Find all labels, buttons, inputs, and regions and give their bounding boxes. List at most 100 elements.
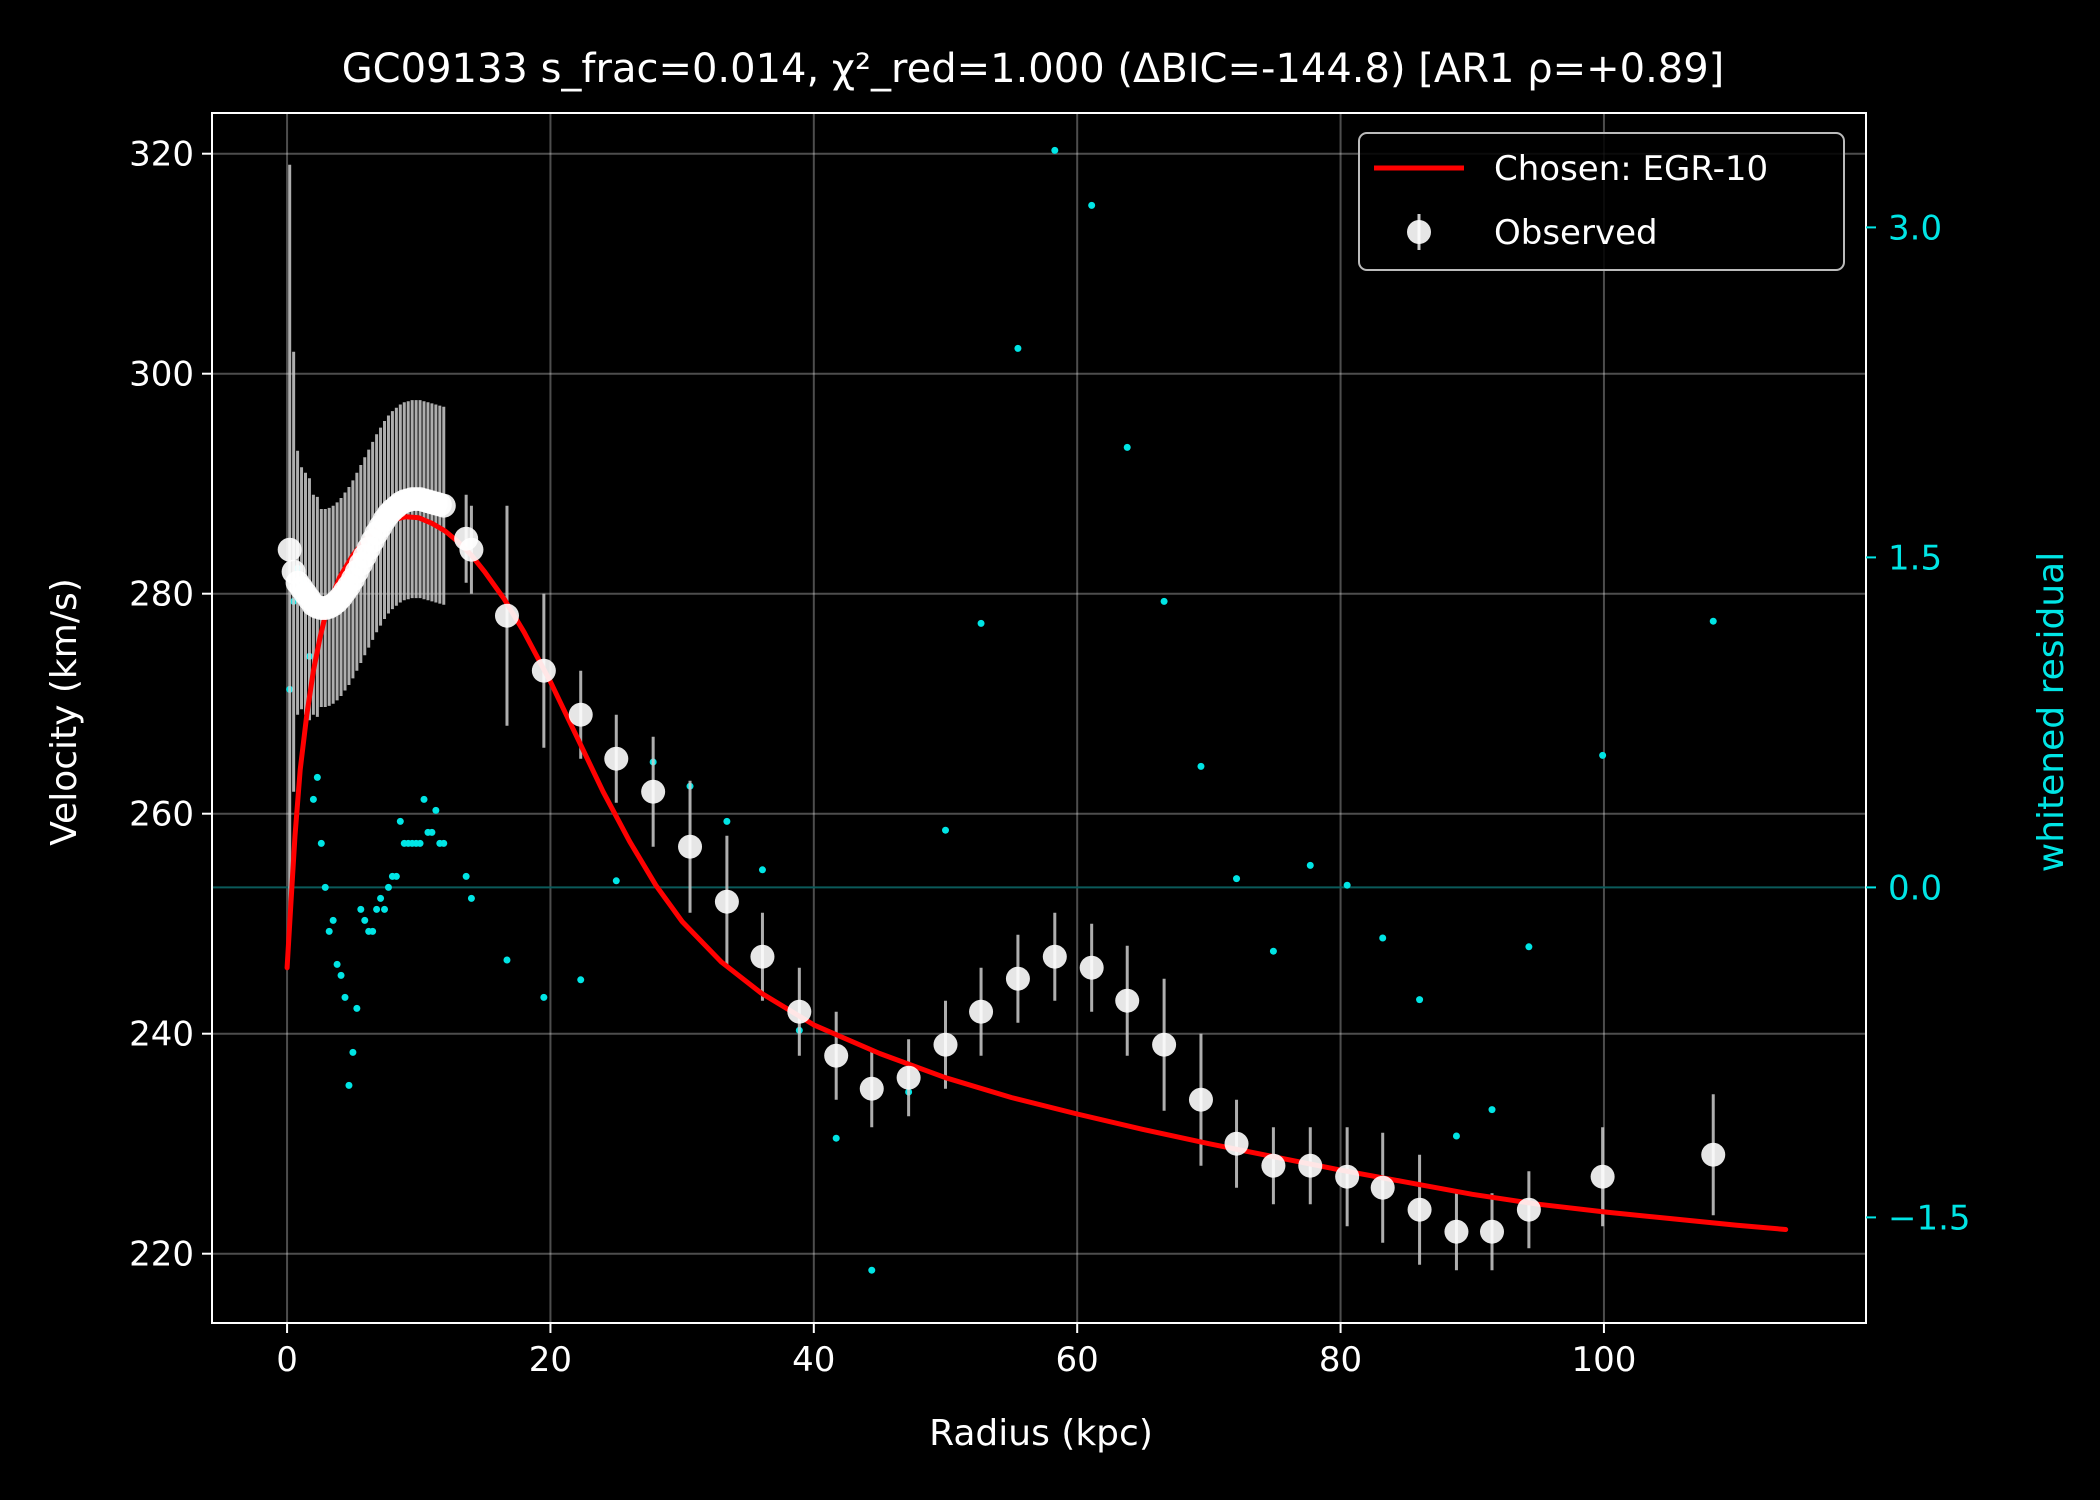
legend-observed-marker: [1407, 220, 1431, 244]
residual-point: [396, 817, 404, 825]
observed-point: [277, 537, 302, 562]
residual-point: [723, 817, 731, 825]
residual-point: [1088, 201, 1096, 209]
observed-point: [531, 658, 556, 683]
residual-point: [313, 773, 321, 781]
residual-point: [317, 839, 325, 847]
observed-point: [1590, 1164, 1615, 1189]
observed-point: [1298, 1153, 1323, 1178]
residual-point: [1123, 443, 1131, 451]
observed-point: [1701, 1142, 1726, 1167]
residual-point: [1709, 617, 1717, 625]
observed-point: [1115, 988, 1140, 1013]
residual-point: [540, 993, 548, 1001]
residual-point: [432, 806, 440, 814]
observed-point: [1444, 1219, 1469, 1244]
residual-point: [381, 905, 389, 913]
y2-tick-label: −1.5: [1888, 1198, 1971, 1238]
residual-point: [1197, 762, 1205, 770]
x-tick-label: 40: [792, 1340, 835, 1380]
observed-point: [1005, 966, 1030, 991]
observed-point: [1407, 1197, 1432, 1222]
residual-point: [321, 883, 329, 891]
residual-point: [345, 1081, 353, 1089]
residual-point: [1269, 947, 1277, 955]
residual-point: [384, 883, 392, 891]
residual-point: [1488, 1106, 1496, 1114]
residual-point: [577, 976, 585, 984]
observed-point: [1516, 1197, 1541, 1222]
axes-frame: [211, 112, 1867, 1324]
residual-point: [832, 1134, 840, 1142]
residual-point: [1014, 344, 1022, 352]
residual-point: [377, 894, 385, 902]
residual-point: [349, 1048, 357, 1056]
observed-point: [1042, 944, 1067, 969]
residual-point: [1379, 934, 1387, 942]
observed-point: [824, 1043, 849, 1068]
residual-point: [467, 894, 475, 902]
residual-point: [361, 916, 369, 924]
observed-point: [750, 944, 775, 969]
observed-point: [1224, 1131, 1249, 1156]
residual-point: [325, 927, 333, 935]
grid-layer: [212, 113, 1866, 1323]
residual-point: [1343, 881, 1351, 889]
residual-point: [440, 839, 448, 847]
residual-point: [341, 993, 349, 1001]
residual-point: [333, 960, 341, 968]
residual-point: [416, 839, 424, 847]
observed-point: [459, 537, 484, 562]
residual-point: [942, 826, 950, 834]
x-tick-label: 20: [529, 1340, 572, 1380]
observed-point: [431, 493, 456, 518]
residual-point: [1525, 943, 1533, 951]
observed-point: [1152, 1032, 1177, 1057]
residual-point: [353, 1004, 361, 1012]
observed-point: [494, 603, 519, 628]
observed-point: [933, 1032, 958, 1057]
y2-tick-label: 0.0: [1888, 868, 1942, 908]
chart-title: GC09133 s_frac=0.014, χ²_red=1.000 (ΔBIC…: [342, 46, 1725, 92]
marker-layer: [277, 487, 1726, 1244]
residual-point: [977, 619, 985, 627]
observed-point: [859, 1076, 884, 1101]
residual-point: [337, 971, 345, 979]
observed-point: [1370, 1175, 1395, 1200]
legend-fit-label: Chosen: EGR-10: [1494, 149, 1768, 189]
y-axis-label: Velocity (km/s): [44, 578, 85, 846]
right-axis-label: whitened residual: [2031, 552, 2072, 872]
y-tick-label: 320: [129, 135, 194, 175]
x-tick-label: 100: [1571, 1340, 1636, 1380]
residual-point: [868, 1266, 876, 1274]
observed-point: [1261, 1153, 1286, 1178]
x-tick-label: 0: [276, 1340, 298, 1380]
observed-point: [678, 834, 703, 859]
x-tick-label: 60: [1056, 1340, 1099, 1380]
x-tick-label: 80: [1319, 1340, 1362, 1380]
residual-point: [1416, 996, 1424, 1004]
residual-point: [1599, 751, 1607, 759]
residual-point: [503, 956, 511, 964]
legend: Chosen: EGR-10 Observed: [1358, 132, 1845, 271]
y-tick-label: 280: [129, 575, 194, 615]
y-tick-label: 260: [129, 795, 194, 835]
x-axis-label: Radius (kpc): [929, 1413, 1153, 1454]
observed-point: [568, 702, 593, 727]
residual-point: [309, 795, 317, 803]
observed-point: [1188, 1087, 1213, 1112]
legend-box: [1358, 132, 1845, 271]
observed-point: [969, 999, 994, 1024]
residual-point: [392, 872, 400, 880]
residual-point: [612, 877, 620, 885]
observed-point: [896, 1065, 921, 1090]
y-tick-label: 300: [129, 355, 194, 395]
residual-point: [369, 927, 377, 935]
y2-tick-label: 1.5: [1888, 538, 1942, 578]
y2-tick-label: 3.0: [1888, 208, 1942, 248]
observed-point: [1079, 955, 1104, 980]
observed-point: [1480, 1219, 1505, 1244]
observed-point: [641, 779, 666, 804]
